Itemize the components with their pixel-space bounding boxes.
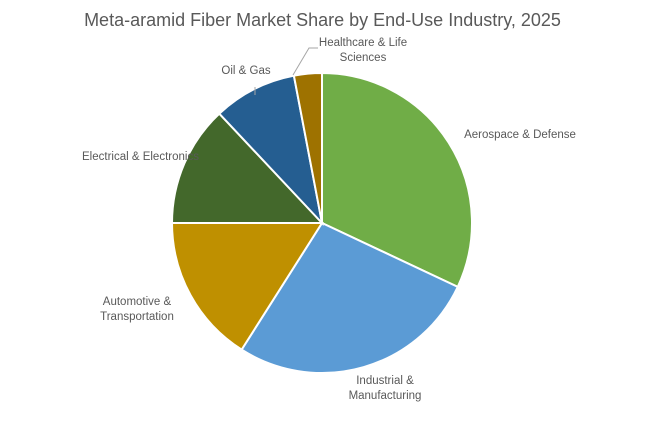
data-label: Oil & Gas [221,65,271,77]
pie-slice-automotive-transportation [170,222,324,352]
data-label: Electrical & Electronics [82,151,199,163]
pie-slice-electrical-electronics [170,112,325,224]
chart-title: Meta-aramid Fiber Market Share by End-Us… [84,10,561,30]
data-label: Healthcare & Life Sciences [318,37,408,64]
pie-slice-oil-gas [217,74,324,227]
data-label: Industrial & Manufacturing [348,375,422,402]
data-label: Automotive & Transportation [100,296,174,323]
pie-slice-aerospace-defense [321,71,473,289]
data-label: Aerospace & Defense [464,129,576,141]
pie-slice-healthcare-life-sciences [292,71,323,224]
pie-slice-industrial-manufacturing [240,221,460,374]
leader-line [292,47,318,76]
